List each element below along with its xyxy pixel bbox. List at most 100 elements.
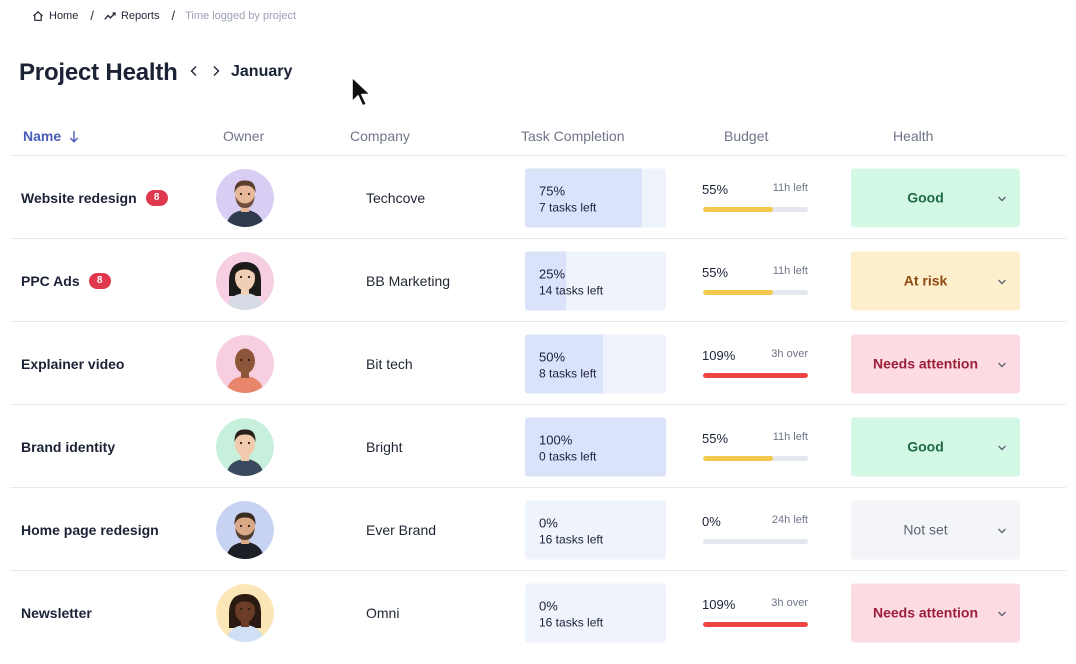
- budget-progress-fill: [703, 372, 808, 378]
- chevron-down-icon: [996, 357, 1008, 369]
- owner-avatar[interactable]: [216, 417, 274, 476]
- table-row[interactable]: Explainer video Bit tech 50% 8 tasks lef…: [0, 322, 1076, 405]
- project-name-cell: Website redesign 8: [21, 189, 168, 206]
- chevron-down-svg: [998, 279, 1006, 284]
- owner-avatar[interactable]: [216, 251, 274, 310]
- task-completion-text: 0% 16 tasks left: [539, 515, 603, 547]
- budget-progress-track: [703, 455, 808, 461]
- company-name: Omni: [366, 604, 400, 621]
- budget-hours-note: 11h left: [772, 181, 808, 194]
- project-name[interactable]: Website redesign: [21, 189, 137, 206]
- owner-avatar[interactable]: [216, 334, 274, 393]
- chevron-left-icon: [190, 66, 197, 76]
- table-row[interactable]: PPC Ads 8 BB Marketing 25% 14 tasks left…: [0, 239, 1076, 322]
- next-month-button[interactable]: [209, 64, 223, 78]
- task-completion-text: 50% 8 tasks left: [539, 349, 596, 381]
- health-status-label: Good: [907, 438, 944, 455]
- table-row[interactable]: Website redesign 8 Techcove 75% 7 tasks …: [0, 156, 1076, 239]
- health-status-dropdown[interactable]: Needs attention: [851, 334, 1020, 393]
- budget-hours-note: 11h left: [772, 430, 808, 443]
- owner-avatar[interactable]: [216, 583, 274, 642]
- chevron-down-svg: [998, 445, 1006, 450]
- column-header-company[interactable]: Company: [350, 128, 410, 144]
- table-row[interactable]: Newsletter Omni 0% 16 tasks left 109% 3h…: [0, 571, 1076, 654]
- task-completion-percent: 0%: [539, 515, 558, 530]
- task-completion-text: 100% 0 tasks left: [539, 432, 596, 464]
- task-completion-fill: [525, 334, 603, 393]
- previous-month-button[interactable]: [187, 64, 201, 78]
- budget-progress-fill: [703, 289, 774, 295]
- column-header-health[interactable]: Health: [893, 128, 934, 144]
- budget-progress-track: [703, 621, 808, 627]
- chevron-down-icon: [996, 191, 1008, 203]
- task-completion-bar: 0% 16 tasks left: [525, 583, 666, 642]
- budget-cell: 55% 11h left: [702, 427, 808, 467]
- health-status-label: Needs attention: [872, 355, 978, 372]
- task-completion-fill: [525, 168, 643, 227]
- chevron-down-icon: [996, 274, 1008, 286]
- budget-percent: 109%: [702, 596, 736, 612]
- breadcrumb-reports[interactable]: Reports: [104, 10, 160, 22]
- health-status-dropdown[interactable]: Good: [851, 417, 1020, 476]
- health-status-dropdown[interactable]: Needs attention: [851, 583, 1020, 642]
- chevron-down-icon: [996, 523, 1008, 535]
- project-name[interactable]: Newsletter: [21, 604, 92, 621]
- tasks-left: 16 tasks left: [539, 615, 604, 629]
- health-status-label: Needs attention: [872, 604, 978, 621]
- project-name-cell: Newsletter: [21, 605, 92, 621]
- page-title: Project Health: [19, 59, 178, 86]
- tasks-left: 0 tasks left: [539, 449, 597, 463]
- tasks-left: 14 tasks left: [539, 283, 604, 297]
- task-completion-fill: [525, 417, 666, 476]
- project-name[interactable]: Explainer video: [21, 355, 125, 372]
- budget-hours-note: 24h left: [771, 513, 808, 526]
- row-divider: [10, 404, 1066, 405]
- column-header-budget[interactable]: Budget: [724, 128, 769, 144]
- breadcrumb-separator: /: [171, 8, 176, 23]
- task-completion-bar: 50% 8 tasks left: [525, 334, 666, 393]
- task-completion-percent: 25%: [539, 266, 566, 281]
- chevron-down-svg: [998, 362, 1006, 367]
- budget-progress-track: [703, 206, 808, 212]
- breadcrumb-home[interactable]: Home: [32, 10, 78, 22]
- column-header-task-completion[interactable]: Task Completion: [521, 128, 625, 144]
- budget-progress-track: [703, 289, 808, 295]
- health-status-label: At risk: [903, 272, 948, 289]
- project-name[interactable]: PPC Ads: [21, 272, 80, 289]
- health-status-dropdown[interactable]: Good: [851, 168, 1020, 227]
- project-name[interactable]: Brand identity: [21, 438, 116, 455]
- company-name: Techcove: [366, 189, 426, 206]
- project-name-cell: Brand identity: [21, 439, 115, 455]
- chevron-down-svg: [998, 196, 1006, 201]
- avatar-man-beard-blue: [216, 500, 274, 559]
- budget-percent: 0%: [702, 513, 721, 529]
- health-status-label: Not set: [903, 521, 948, 538]
- row-divider: [10, 570, 1066, 571]
- task-completion-percent: 75%: [539, 183, 566, 198]
- task-completion-fill: [525, 251, 566, 310]
- budget-hours-note: 11h left: [772, 264, 808, 277]
- table-row[interactable]: Brand identity Bright 100% 0 tasks left …: [0, 405, 1076, 488]
- table-row[interactable]: Home page redesign Ever Brand 0% 16 task…: [0, 488, 1076, 571]
- health-status-dropdown[interactable]: At risk: [851, 251, 1020, 310]
- budget-cell: 55% 11h left: [702, 261, 808, 301]
- project-name[interactable]: Home page redesign: [21, 521, 159, 538]
- task-completion-percent: 0%: [539, 598, 558, 613]
- tasks-left: 7 tasks left: [539, 200, 597, 214]
- column-header-owner[interactable]: Owner: [223, 128, 265, 144]
- project-name-cell: Explainer video: [21, 356, 124, 372]
- owner-avatar[interactable]: [216, 168, 274, 227]
- budget-percent: 55%: [702, 264, 729, 280]
- task-completion-bar: 75% 7 tasks left: [525, 168, 666, 227]
- avatar-woman-cream: [216, 583, 274, 642]
- task-completion-percent: 50%: [539, 349, 566, 364]
- owner-avatar[interactable]: [216, 500, 274, 559]
- health-status-dropdown[interactable]: Not set: [851, 500, 1020, 559]
- budget-hours-note: 3h over: [771, 596, 808, 609]
- task-completion-text: 25% 14 tasks left: [539, 266, 603, 298]
- budget-cell: 55% 11h left: [702, 178, 808, 218]
- task-completion-text: 0% 16 tasks left: [539, 598, 603, 630]
- chevron-down-icon: [996, 440, 1008, 452]
- column-header-name[interactable]: Name: [23, 128, 79, 144]
- budget-cell: 0% 24h left: [702, 510, 808, 550]
